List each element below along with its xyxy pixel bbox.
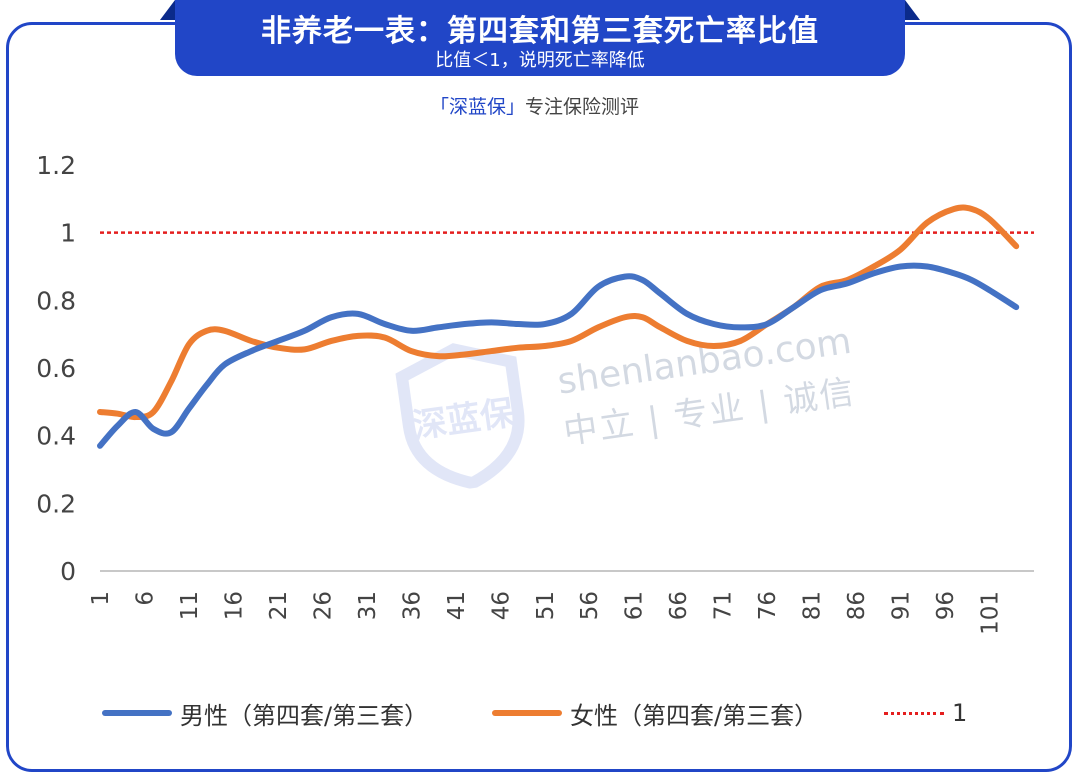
legend-swatch-reference (884, 711, 944, 715)
line-chart: 00.20.40.60.811.2 1 6 11 16 21 26 31 36 41 46 51 56… (36, 151, 1034, 635)
brand-line: 「深蓝保」专注保险测评 (430, 92, 830, 119)
x-tick-label: 91 (889, 591, 915, 620)
x-tick-label: 56 (577, 591, 603, 620)
x-tick-label: 66 (666, 591, 692, 620)
x-tick-label: 76 (755, 591, 781, 620)
y-tick-label: 0 (60, 557, 76, 586)
legend-item-male: 男性（第四套/第三套） (102, 690, 428, 736)
x-tick-label: 101 (978, 591, 1004, 635)
legend-item-reference: 1 (884, 690, 967, 736)
x-tick-label: 46 (488, 591, 514, 620)
banner-fold-left (160, 0, 175, 20)
x-tick-label: 86 (844, 591, 870, 620)
legend-item-female: 女性（第四套/第三套） (492, 690, 818, 736)
x-tick-label: 36 (399, 591, 425, 620)
y-tick-label: 1.2 (36, 151, 76, 180)
x-tick-label: 6 (132, 591, 158, 606)
x-tick-label: 96 (933, 591, 959, 620)
brand-name: 「深蓝保」 (430, 96, 526, 118)
x-tick-label: 26 (310, 591, 336, 620)
series-group (97, 204, 1034, 449)
x-tick-label: 21 (266, 591, 292, 620)
y-tick-label: 0.8 (36, 286, 76, 315)
legend-swatch-male (102, 710, 172, 716)
x-tick-label: 81 (800, 591, 826, 620)
page-subtitle: 比值＜1，说明死亡率降低 (435, 50, 645, 71)
x-tick-label: 1 (88, 591, 114, 606)
legend-label-reference: 1 (952, 699, 968, 727)
y-axis: 0 0.2 0.4 0.6 0.8 1 1.2 (36, 151, 76, 586)
legend: 男性（第四套/第三套） 女性（第四套/第三套） 1 (0, 690, 1080, 740)
y-tick-label: 0.4 (36, 422, 76, 451)
banner-fold-right (905, 0, 920, 20)
y-tick-label: 0.2 (36, 489, 76, 518)
shield-logo-icon: 深蓝保 (395, 343, 525, 490)
title-banner (175, 0, 905, 76)
x-tick-label: 11 (177, 591, 203, 620)
y-tick-label: 1 (60, 219, 76, 248)
x-tick-label: 71 (711, 591, 737, 620)
legend-swatch-female (492, 710, 562, 716)
y-tick-label: 0.6 (36, 354, 76, 383)
legend-label-male: 男性（第四套/第三套） (180, 701, 429, 730)
page-title: 非养老一表：第四套和第三套死亡率比值 (261, 14, 819, 49)
x-tick-label: 31 (355, 591, 381, 620)
x-tick-label: 41 (444, 591, 470, 620)
legend-label-female: 女性（第四套/第三套） (570, 701, 819, 730)
brand-tagline: 专注保险测评 (525, 96, 640, 118)
x-axis: 1 6 11 16 21 26 31 36 41 46 51 56 61 66 71 76 81 86 91 96 10… (88, 570, 1034, 635)
series-line-male (97, 262, 1020, 449)
x-tick-label: 16 (221, 591, 247, 620)
x-tick-label: 61 (622, 591, 648, 620)
x-tick-label: 51 (533, 591, 559, 620)
series-line-female (97, 204, 1020, 421)
